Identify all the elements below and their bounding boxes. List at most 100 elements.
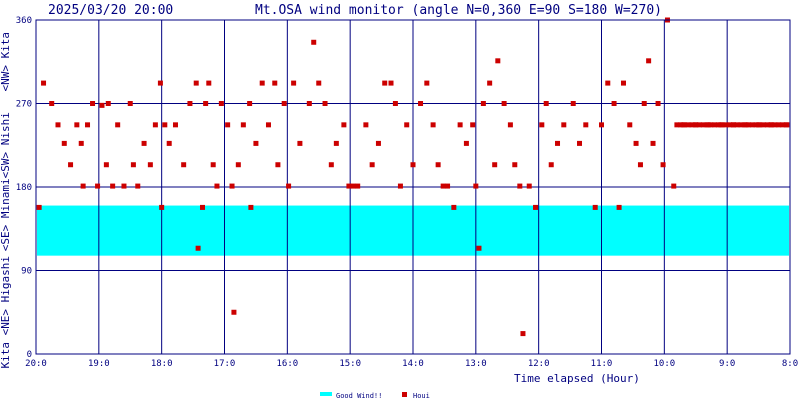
data-point	[322, 101, 328, 106]
plot-frame	[35, 19, 791, 355]
data-point	[646, 58, 652, 64]
data-point	[231, 309, 237, 315]
data-point	[78, 140, 84, 146]
data-point	[328, 162, 334, 168]
data-point	[397, 183, 403, 189]
data-point	[281, 101, 287, 106]
x-tick-label: 15:0	[339, 359, 361, 369]
y-direction-label: <SE> Minami	[0, 178, 12, 251]
data-point	[265, 122, 271, 128]
data-point	[363, 122, 369, 128]
data-point	[410, 162, 416, 168]
data-point	[712, 122, 718, 128]
x-tick-label: 9:0	[719, 359, 735, 369]
data-point	[61, 140, 67, 146]
data-point	[700, 122, 706, 128]
data-point	[162, 122, 168, 128]
data-point	[495, 58, 501, 64]
data-point	[526, 183, 532, 189]
data-point	[235, 162, 241, 168]
data-point	[159, 204, 165, 210]
data-point	[599, 122, 604, 128]
data-point	[627, 122, 633, 128]
data-point	[779, 122, 785, 128]
data-point	[742, 122, 748, 128]
data-point	[311, 39, 317, 45]
data-point	[757, 122, 763, 128]
data-point	[135, 183, 141, 189]
data-point	[561, 122, 567, 128]
data-point	[166, 140, 172, 146]
data-point	[355, 183, 361, 189]
data-point	[674, 122, 680, 128]
data-point	[36, 204, 42, 210]
data-point	[350, 183, 356, 189]
data-point	[435, 162, 441, 168]
data-point	[681, 122, 687, 128]
data-point	[147, 162, 153, 168]
data-point	[333, 140, 339, 146]
y-tick-label: 180	[16, 183, 32, 193]
data-point	[451, 204, 457, 210]
data-point	[492, 162, 498, 168]
data-point	[68, 162, 74, 168]
data-point	[275, 162, 281, 168]
data-point	[738, 122, 744, 128]
data-point	[555, 140, 561, 146]
data-point	[783, 122, 789, 128]
data-point	[517, 183, 523, 189]
data-point	[157, 80, 163, 86]
data-point	[704, 122, 710, 128]
data-point	[708, 122, 714, 128]
data-point	[512, 162, 518, 168]
data-point	[103, 162, 109, 168]
data-point	[520, 331, 526, 337]
data-point	[463, 140, 469, 146]
data-point	[200, 204, 206, 210]
data-point	[715, 122, 721, 128]
data-point	[346, 183, 352, 189]
y-tick-label: 0	[27, 350, 32, 360]
data-point	[49, 101, 55, 106]
data-point	[388, 80, 394, 86]
data-point	[203, 101, 209, 106]
data-point	[418, 101, 424, 106]
y-tick-label: 90	[21, 267, 32, 277]
x-tick-label: 19:0	[88, 359, 110, 369]
data-point	[689, 122, 695, 128]
data-point	[41, 80, 47, 86]
data-point	[583, 122, 589, 128]
data-point	[620, 80, 626, 86]
x-tick-label: 16:0	[276, 359, 298, 369]
data-point	[152, 122, 158, 128]
data-point	[130, 162, 136, 168]
data-point	[253, 140, 259, 146]
data-point	[316, 80, 322, 86]
data-point	[719, 122, 725, 128]
data-point	[99, 102, 105, 108]
data-point	[761, 122, 767, 128]
data-point	[121, 183, 127, 189]
x-tick-label: 11:0	[591, 359, 613, 369]
data-point	[90, 101, 96, 106]
data-point	[193, 80, 199, 86]
legend-label-good-wind: Good Wind!!	[336, 392, 382, 400]
data-point	[616, 204, 622, 210]
data-point	[476, 245, 482, 251]
data-point	[306, 101, 312, 106]
data-point	[727, 122, 733, 128]
data-point	[543, 101, 549, 106]
x-tick-label: 14:0	[402, 359, 424, 369]
data-point	[229, 183, 235, 189]
x-tick-label: 12:0	[528, 359, 550, 369]
data-point	[655, 101, 661, 106]
data-point	[187, 101, 193, 106]
data-point	[218, 101, 224, 106]
data-point	[375, 140, 381, 146]
data-point	[210, 162, 216, 168]
data-point	[181, 162, 187, 168]
x-tick-labels: 20:0 19:0 18:0 17:0 16:0 15:0 14:0 13:0 12:0 11:0…	[25, 359, 798, 369]
data-point	[291, 80, 297, 86]
data-point	[247, 101, 253, 106]
